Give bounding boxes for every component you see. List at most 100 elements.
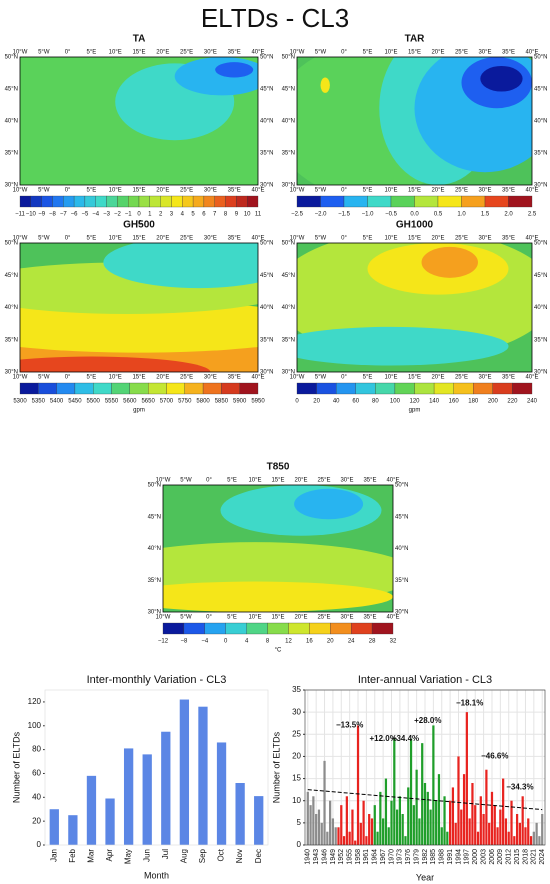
x-tick-label: 2000 [472,849,479,865]
x-tick-label: 2024 [539,849,546,865]
bar [329,800,332,845]
lon-label: 5°W [38,375,50,381]
bar [518,822,521,845]
lon-label: 5°W [315,236,327,242]
colorbar-label: 5350 [32,399,46,405]
colorbar-label: 5800 [196,399,210,405]
lon-label: 15°E [408,188,421,194]
x-tick-label: Mar [87,849,96,863]
map-title: TAR [405,34,426,45]
colorbar-label: −1 [125,212,133,218]
lat-label: 45°N [5,273,18,279]
lon-label: 35°E [363,615,376,621]
lat-label: 50°N [5,55,18,61]
colorbar-label: 0.5 [434,212,443,218]
colorbar-box [330,622,352,635]
lon-label: 30°E [204,188,217,194]
lon-label: 35°E [228,236,241,242]
bar [507,831,510,845]
x-tick-label: 2012 [506,849,513,865]
lon-label: 35°E [502,236,515,242]
bar [529,836,533,845]
x-tick-label: 2015 [514,849,521,865]
colorbar-box [192,195,205,208]
colorbar-box [316,382,337,395]
lon-label: 10°E [248,615,261,621]
lat-label: 45°N [534,273,547,279]
y-tick-label: 35 [292,685,301,694]
colorbar-label: 5450 [68,399,82,405]
annotation: −46.6% [481,752,508,761]
colorbar-label: 5750 [178,399,192,405]
colorbar-box [41,195,53,208]
lat-label: 50°N [260,55,273,61]
lon-label: 15°E [408,236,421,242]
y-tick-label: 120 [28,697,42,706]
map-field [480,65,523,92]
bar [368,814,371,845]
colorbar-label: −6 [71,212,79,218]
lon-label: 10°E [109,50,122,56]
map-title: TA [133,34,146,45]
colorbar-label: 2.5 [528,212,537,218]
bar [515,814,519,845]
bar [317,809,321,845]
bar [309,805,312,845]
lon-label: 5°W [180,615,192,621]
colorbar-label: 20 [327,639,334,645]
colorbar-box [202,382,222,395]
colorbar-label: −2 [114,212,122,218]
lon-label: 0° [65,236,71,242]
bar [356,725,360,845]
colorbar-box [296,195,321,208]
colorbar-label: 5300 [13,399,27,405]
lon-label: 0° [341,375,347,381]
plot-frame [44,689,269,846]
colorbar-box [225,195,237,208]
lon-label: 25°E [317,615,330,621]
colorbar-box [461,195,486,208]
bar [370,818,374,845]
colorbar-box [129,382,149,395]
colorbar-label: 200 [488,399,499,405]
bar [382,818,385,845]
lon-label: 35°E [363,478,376,484]
map-title: GH500 [123,220,155,231]
annotation: −18.1% [456,698,483,707]
y-tick-label: 100 [28,721,42,730]
x-tick-label: May [124,849,133,864]
bar [479,796,482,845]
lon-label: 35°E [228,188,241,194]
lon-label: 10°E [109,236,122,242]
lon-label: 15°E [408,375,421,381]
colorbar-label: 180 [468,399,479,405]
colorbar-label: 140 [429,399,440,405]
colorbar-box [106,195,118,208]
map-field [103,243,258,289]
colorbar-unit: °C [136,221,143,227]
bar [306,791,309,845]
lon-label: 10°E [384,188,397,194]
lat-label: 40°N [5,119,18,125]
bar [432,725,435,845]
bar [331,818,335,845]
lon-label: 40°E [251,236,264,242]
y-tick-label: 10 [292,796,301,805]
lon-label: 5°E [227,615,237,621]
lat-label: 30°N [5,183,18,189]
colorbar-label: −5 [81,212,89,218]
lon-label: 0° [65,50,71,56]
colorbar-box [117,195,129,208]
bar [449,800,452,845]
lon-label: 15°E [271,615,284,621]
lat-label: 45°N [148,514,161,520]
annotation: −34.3% [506,783,533,792]
bar [446,831,449,845]
lon-label: 25°E [180,50,193,56]
lat-label: 40°N [534,119,547,125]
colorbar-box [19,382,39,395]
lat-label: 40°N [395,546,408,552]
colorbar-label: 5950 [251,399,265,405]
colorbar-box [56,382,76,395]
lon-label: 0° [341,188,347,194]
